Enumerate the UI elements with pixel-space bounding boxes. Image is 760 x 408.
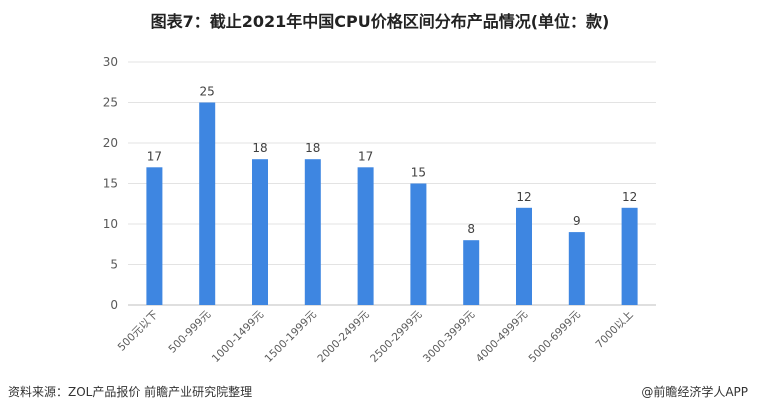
- x-tick-label-4: 2000-2499元: [315, 308, 372, 365]
- x-tick-label-6: 3000-3999元: [421, 308, 478, 365]
- bar-2: [252, 159, 268, 305]
- y-axis-ticks: 0 5 10 15 20 25 30: [103, 55, 118, 312]
- bar-6: [463, 240, 480, 305]
- x-tick-label-1: 500-999元: [166, 308, 213, 355]
- y-tick-label-10: 10: [103, 217, 118, 231]
- bar-8: [568, 232, 585, 305]
- data-label-8: 9: [573, 214, 581, 228]
- y-tick-label-15: 15: [103, 177, 118, 191]
- y-tick-label-0: 0: [110, 298, 118, 312]
- x-tick-label-2: 1000-1499元: [210, 308, 267, 365]
- bar-9: [621, 207, 638, 305]
- data-labels: 17 25 18 18 17 15 8 12 9 12: [147, 85, 637, 237]
- x-tick-label-8: 5000-6999元: [527, 308, 584, 365]
- y-tick-label-20: 20: [103, 136, 118, 150]
- data-label-7: 12: [516, 190, 531, 204]
- gridlines: [128, 61, 656, 306]
- bar-0: [146, 167, 163, 305]
- data-label-1: 25: [200, 85, 215, 99]
- source-note: 资料来源：ZOL产品报价 前瞻产业研究院整理: [8, 385, 253, 399]
- y-tick-label-30: 30: [103, 55, 118, 69]
- data-label-0: 17: [147, 149, 162, 163]
- x-tick-label-5: 2500-2999元: [368, 308, 425, 365]
- data-label-2: 18: [252, 141, 267, 155]
- data-label-9: 12: [622, 190, 637, 204]
- bar-3: [304, 159, 321, 305]
- bars: [146, 102, 638, 305]
- y-tick-label-5: 5: [110, 258, 118, 272]
- bar-7: [516, 207, 532, 305]
- data-label-3: 18: [305, 141, 320, 155]
- x-tick-label-0: 500元以下: [116, 309, 161, 354]
- x-axis-ticks: 500元以下 500-999元1000-1499元1500-1999元2000-2…: [116, 308, 636, 365]
- chart-title: 图表7：截止2021年中国CPU价格区间分布产品情况(单位：款): [150, 12, 610, 31]
- bar-5: [410, 183, 427, 305]
- data-label-4: 17: [358, 149, 373, 163]
- data-label-6: 8: [467, 222, 475, 236]
- bar-1: [199, 102, 216, 305]
- y-tick-label-25: 25: [103, 96, 118, 110]
- bar-4: [357, 167, 374, 305]
- x-tick-label-3: 1500-1999元: [263, 308, 320, 365]
- x-tick-label-9: 7000以上: [593, 309, 635, 351]
- data-label-5: 15: [411, 166, 426, 180]
- credit-note: @前瞻经济学人APP: [641, 385, 748, 399]
- x-tick-label-7: 4000-4999元: [474, 308, 531, 365]
